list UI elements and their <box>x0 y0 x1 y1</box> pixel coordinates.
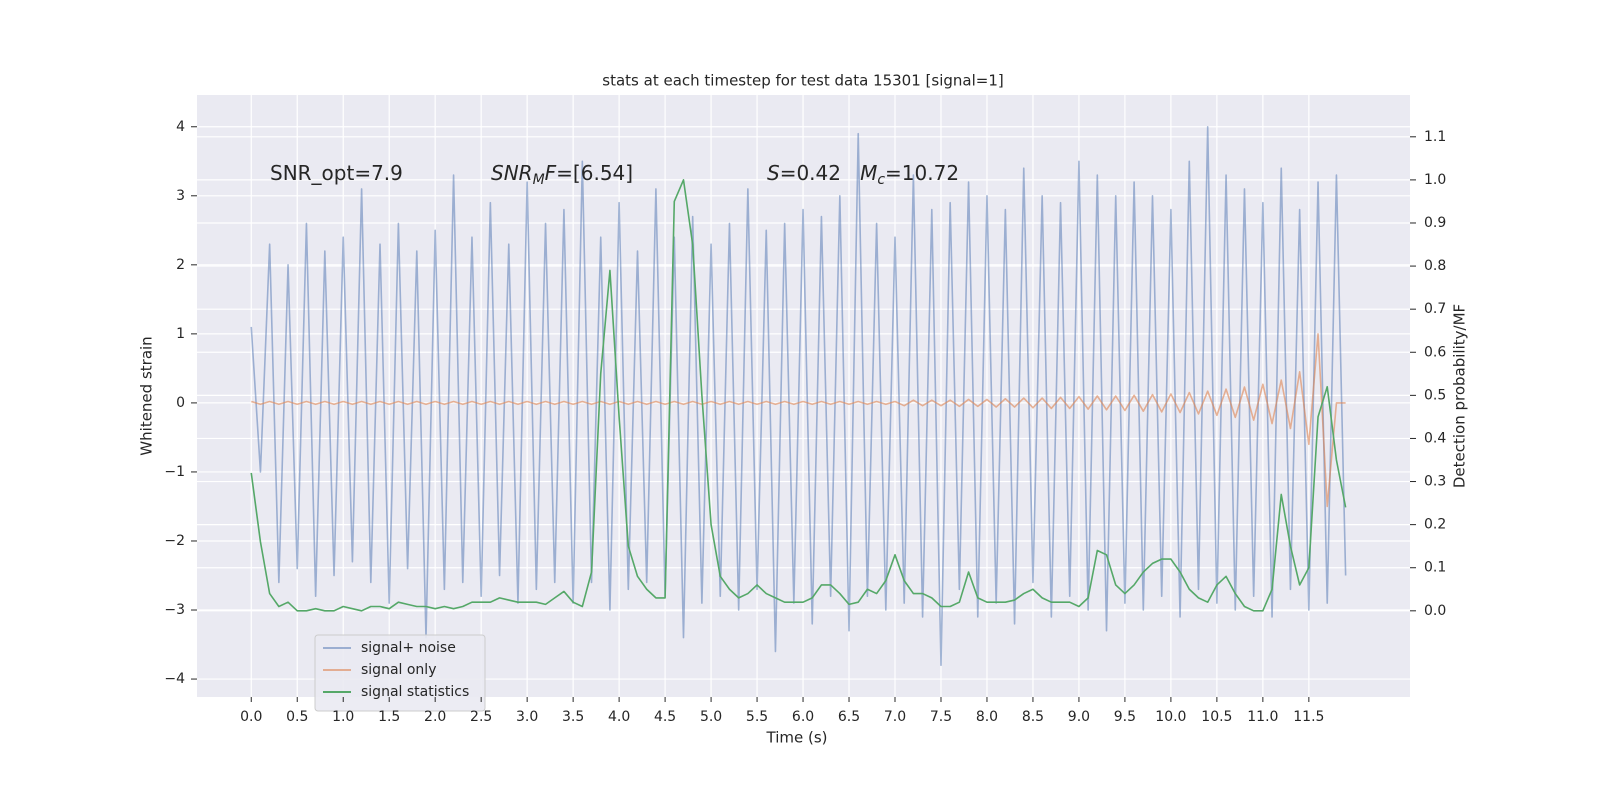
annotation-text: =10.72 <box>885 161 959 185</box>
y-tick-label: −4 <box>164 671 185 687</box>
y-tick-label: 4 <box>176 119 185 135</box>
marks <box>250 125 1347 667</box>
x-tick-label: 5.5 <box>746 709 768 725</box>
x-tick-label: 3.0 <box>516 709 538 725</box>
x-tick-label: 7.5 <box>930 709 952 725</box>
x-tick-label: 11.0 <box>1247 709 1278 725</box>
x-tick-label: 10.5 <box>1201 709 1232 725</box>
series-line <box>250 179 1347 612</box>
annotation-text: =[6.54] <box>556 161 633 185</box>
legend-label: signal statistics <box>361 684 469 700</box>
y2-tick-label: 0.8 <box>1424 258 1446 274</box>
x-tick-label: 5.0 <box>700 709 722 725</box>
x-tick-label: 0.5 <box>286 709 308 725</box>
series-line <box>251 333 1346 508</box>
y2-tick-label: 0.7 <box>1424 301 1446 317</box>
y2-tick-label: 0.2 <box>1424 517 1446 533</box>
legend: signal+ noise signal only signal statistic… <box>314 634 486 712</box>
y2-tick-label: 0.6 <box>1424 344 1446 360</box>
y-tick-label: −1 <box>164 464 185 480</box>
y2-tick-label: 1.1 <box>1424 129 1446 145</box>
y-tick-label: 0 <box>176 395 185 411</box>
legend-label: signal only <box>361 662 436 678</box>
y-tick-label: 2 <box>176 257 185 273</box>
x-tick-label: 11.5 <box>1293 709 1324 725</box>
x-tick-label: 7.0 <box>884 709 906 725</box>
annotation-text: =0.42 <box>780 161 860 185</box>
annotation-text: F <box>545 161 557 185</box>
y-axis-label: Whitened strain <box>138 336 156 455</box>
y-tick-label: −2 <box>164 533 185 549</box>
x-tick-label: 9.0 <box>1068 709 1090 725</box>
x-tick-label: 9.5 <box>1114 709 1136 725</box>
annotation: S=0.42 Mc=10.72 <box>767 161 959 188</box>
x-tick-label: 4.5 <box>654 709 676 725</box>
x-tick-label: 3.5 <box>562 709 584 725</box>
annotation-subscript: M <box>533 172 545 188</box>
x-tick-label: 8.5 <box>1022 709 1044 725</box>
x-axis-label: Time (s) <box>766 729 828 747</box>
annotation-text: S <box>767 161 780 185</box>
annotation-subscript: c <box>877 172 885 188</box>
x-tick-label: 6.0 <box>792 709 814 725</box>
y-tick-label: −3 <box>164 602 185 618</box>
annotation-text: M <box>860 161 877 185</box>
annotation-text: SNR_opt=7.9 <box>270 161 403 185</box>
y2-tick-label: 0.1 <box>1424 560 1446 576</box>
y2-tick-label: 1.0 <box>1424 172 1446 188</box>
x-tick-label: 1.0 <box>332 709 354 725</box>
y-tick-label: 3 <box>176 188 185 204</box>
y2-tick-label: 0.3 <box>1424 474 1446 490</box>
x-tick-label: 8.0 <box>976 709 998 725</box>
x-tick-label: 2.0 <box>424 709 446 725</box>
y-tick-label: 1 <box>176 326 185 342</box>
y2-axis-label: Detection probability/MF <box>1451 304 1469 488</box>
x-tick-label: 0.0 <box>240 709 262 725</box>
series-line <box>250 125 1347 667</box>
x-tick-label: 4.0 <box>608 709 630 725</box>
annotation: SNR_opt=7.9 <box>270 161 403 185</box>
x-tick-label: 10.0 <box>1155 709 1186 725</box>
y2-tick-label: 0.9 <box>1424 215 1446 231</box>
x-tick-label: 2.5 <box>470 709 492 725</box>
y2-tick-label: 0.0 <box>1424 603 1446 619</box>
y2-tick-label: 0.5 <box>1424 387 1446 403</box>
legend-box <box>314 634 486 712</box>
annotation: SNRMF=[6.54] <box>491 161 633 188</box>
chart-title: stats at each timestep for test data 153… <box>602 72 1003 90</box>
legend-label: signal+ noise <box>361 640 456 656</box>
x-tick-label: 6.5 <box>838 709 860 725</box>
annotation-text: SNR <box>491 161 533 185</box>
y2-tick-label: 0.4 <box>1424 430 1446 446</box>
x-tick-label: 1.5 <box>378 709 400 725</box>
